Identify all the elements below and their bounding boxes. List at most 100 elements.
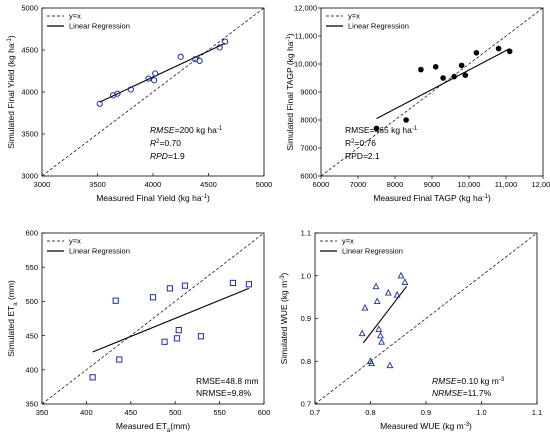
data-point (149, 294, 157, 301)
y-tick-label: 7000 (300, 144, 317, 153)
data-point (127, 86, 134, 93)
x-tick-label: 5000 (256, 180, 273, 189)
data-point (173, 335, 181, 342)
data-point (418, 66, 424, 73)
x-tick-label: 6000 (313, 180, 330, 189)
y-tick-label: 8000 (300, 116, 317, 125)
data-point (222, 38, 229, 45)
y-tick-label: 5000 (21, 4, 38, 13)
regression-line (362, 286, 408, 344)
identity-line (41, 232, 265, 405)
data-point (151, 77, 158, 84)
panel-wue: 0.7 0.8 0.9 1.0 1.1 0.7 0.8 0.9 1.0 1.1 Measured W… (279, 229, 542, 431)
y-tick-label: 3500 (21, 130, 38, 139)
stat-annotation: RPD=2.1 (345, 151, 380, 161)
x-tick-label: 9000 (424, 180, 441, 189)
data-point (473, 50, 480, 56)
x-tick-label: 0.7 (310, 408, 320, 417)
data-point (375, 325, 383, 332)
legend-label-regression: Linear Regression (69, 22, 130, 31)
data-point (196, 57, 203, 65)
x-tick-label: 500 (169, 408, 182, 417)
regression-line (376, 48, 510, 120)
data-point (403, 117, 409, 123)
x-tick-label: 8000 (387, 180, 404, 189)
x-tick-label: 3500 (89, 180, 106, 189)
stat-annotation: NRMSE=9.8% (196, 388, 251, 398)
x-tick-label: 1.0 (476, 408, 486, 417)
legend-label-identity: y=x (348, 12, 360, 21)
stat-annotation: R2=0.70 (150, 138, 181, 148)
data-point (384, 288, 392, 296)
regression-line (92, 287, 250, 353)
legend-label-regression: Linear Regression (69, 247, 130, 256)
data-point (181, 282, 189, 289)
y-tick-label: 0.9 (301, 314, 311, 323)
data-point (145, 75, 152, 82)
stat-annotation: RPD=1.9 (150, 151, 185, 161)
y-tick-label: 500 (25, 297, 38, 306)
y-axis-title: Simulated Final TAGP (kg ha-1) (285, 33, 295, 150)
data-point (358, 329, 366, 337)
x-tick-label: 10,000 (458, 180, 481, 189)
stat-annotation: NRMSE=11.7% (432, 388, 492, 398)
stat-annotation: R2=0.76 (345, 138, 376, 148)
data-point (495, 45, 502, 52)
y-axis-title: Simulated ETa (mm) (6, 280, 19, 357)
x-axis-title: Measured Final Yield (kg ha-1) (96, 193, 210, 203)
data-point (378, 338, 386, 345)
data-point (368, 359, 376, 367)
x-tick-label: 1.1 (532, 408, 542, 417)
y-tick-label: 600 (25, 229, 38, 238)
data-point (401, 278, 409, 285)
y-tick-label: 4500 (21, 46, 38, 55)
y-tick-label: 10,000 (294, 60, 317, 69)
legend-label-regression: Linear Regression (348, 22, 409, 31)
x-tick-label: 7000 (350, 180, 367, 189)
data-point (175, 327, 182, 334)
x-tick-label: 11,000 (495, 180, 517, 189)
legend-label-identity: y=x (69, 237, 81, 246)
data-point (116, 356, 123, 363)
identity-line (320, 7, 544, 177)
data-point (377, 331, 384, 339)
y-axis-title: Simulated WUE (kg m-3) (279, 272, 289, 364)
regression-line (99, 42, 226, 103)
data-point (372, 282, 380, 290)
y-tick-label: 350 (25, 400, 38, 409)
x-tick-label: 12,000 (532, 180, 550, 189)
x-tick-label: 4000 (145, 180, 162, 189)
y-tick-label: 3000 (21, 172, 38, 181)
stat-annotation: RMSE=0.10 kg m-3 (432, 376, 505, 386)
y-tick-label: 4000 (21, 88, 38, 97)
data-point (229, 279, 237, 287)
x-tick-label: 0.9 (421, 408, 431, 417)
panel-final-tagp: 6000 7000 8000 9000 10,000 11,000 12,000 6000 70… (285, 4, 550, 203)
data-point (373, 297, 381, 305)
data-point (152, 70, 159, 77)
stat-annotation: RMSE=48.8 mm (196, 376, 259, 386)
x-axis-title: Measured ETa(mm) (116, 421, 190, 434)
y-axis-title: Simulated Final Yield (kg ha-1) (6, 35, 16, 149)
x-axis-title: Measured Final TAGP (kg ha-1) (373, 193, 490, 203)
data-point (114, 90, 121, 97)
data-point (166, 285, 173, 292)
x-tick-label: 400 (80, 408, 93, 417)
data-point (245, 281, 253, 288)
legend-label-identity: y=x (69, 12, 81, 21)
data-point (506, 48, 513, 55)
panel-et: 350 400 450 500 550 600 350 400 450 500 550 600 Meas… (6, 229, 270, 434)
legend-label-identity: y=x (342, 237, 354, 246)
x-tick-label: 550 (213, 408, 226, 417)
x-tick-label: 4500 (200, 180, 217, 189)
data-point (373, 125, 380, 132)
x-axis-title: Measured WUE (kg m-3) (380, 421, 472, 431)
identity-line (41, 7, 265, 177)
y-tick-label: 9000 (300, 88, 317, 97)
y-tick-label: 12,000 (294, 4, 317, 13)
data-point (361, 303, 369, 311)
data-point (462, 72, 469, 78)
data-point (89, 374, 96, 381)
x-tick-label: 450 (125, 408, 138, 417)
